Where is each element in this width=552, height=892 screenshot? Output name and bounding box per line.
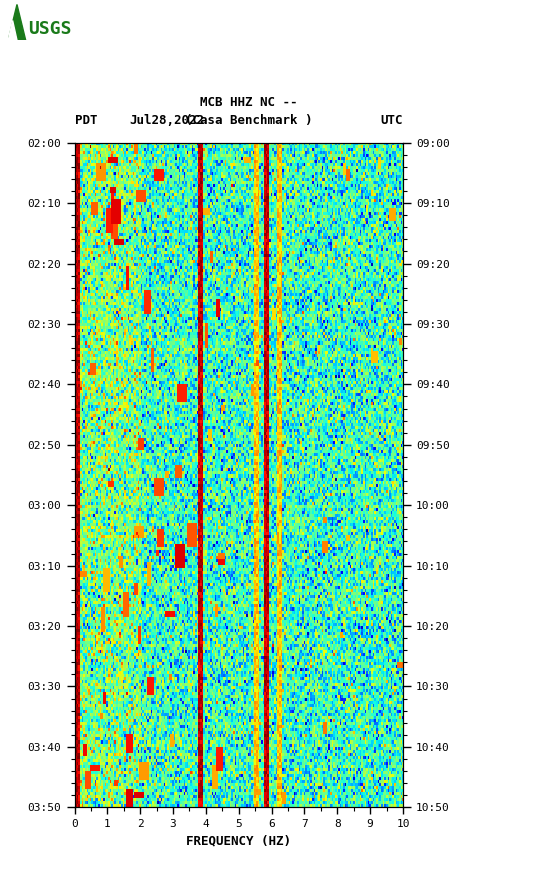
Text: MCB HHZ NC --: MCB HHZ NC -- — [200, 95, 297, 109]
Polygon shape — [8, 4, 25, 40]
Text: UTC: UTC — [380, 113, 403, 127]
Polygon shape — [8, 21, 17, 40]
Text: USGS: USGS — [28, 21, 72, 38]
Text: (Casa Benchmark ): (Casa Benchmark ) — [185, 113, 312, 127]
Text: Jul28,2022: Jul28,2022 — [130, 113, 205, 127]
X-axis label: FREQUENCY (HZ): FREQUENCY (HZ) — [186, 835, 291, 847]
Text: PDT: PDT — [75, 113, 97, 127]
